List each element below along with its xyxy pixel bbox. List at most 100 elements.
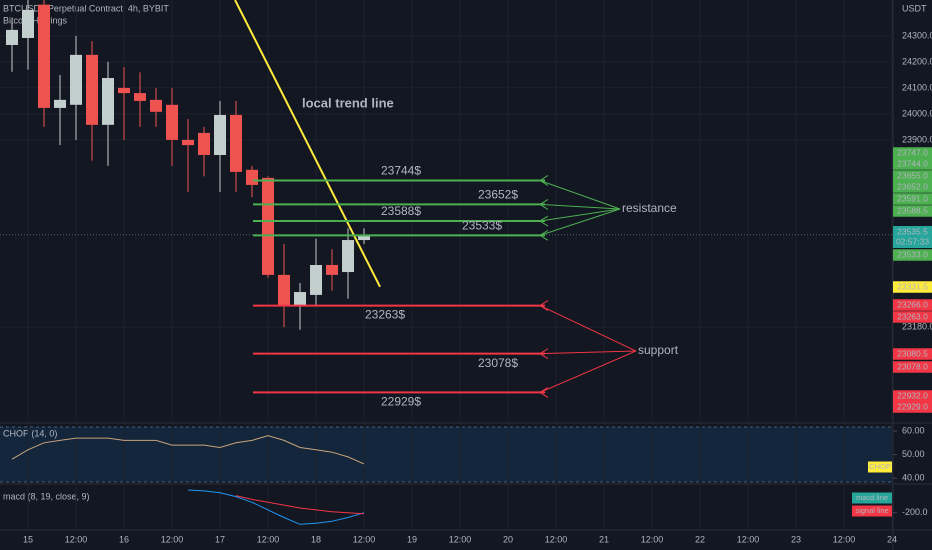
x-tick-label: 18 bbox=[311, 534, 321, 544]
price-tag bbox=[893, 299, 932, 311]
series-tag bbox=[868, 461, 892, 473]
candle-body bbox=[166, 104, 179, 140]
candle-body bbox=[198, 132, 211, 155]
x-tick-label: 12:00 bbox=[449, 534, 472, 544]
candle-body bbox=[326, 265, 339, 275]
x-tick-label: 12:00 bbox=[353, 534, 376, 544]
level-label: 23078$ bbox=[478, 356, 518, 370]
x-tick-label: 12:00 bbox=[161, 534, 184, 544]
candle-body bbox=[134, 93, 147, 101]
zone-connector bbox=[539, 180, 621, 210]
zone-connector bbox=[539, 203, 621, 210]
price-tag-label: 23652.0 bbox=[897, 181, 928, 191]
candle-body bbox=[310, 265, 323, 295]
y-axis-label: USDT bbox=[902, 3, 927, 13]
price-tag-label: 23744.0 bbox=[897, 158, 928, 168]
level-label: 23652$ bbox=[478, 188, 518, 202]
candle-body bbox=[150, 99, 163, 112]
x-tick-label: 19 bbox=[407, 534, 417, 544]
zone-connector bbox=[539, 305, 637, 352]
price-tag-label: 22929.0 bbox=[897, 401, 928, 411]
level-label: 23744$ bbox=[381, 164, 421, 178]
candle-body bbox=[342, 240, 355, 273]
x-tick-label: 12:00 bbox=[257, 534, 280, 544]
x-tick-label: 15 bbox=[23, 534, 33, 544]
candle-body bbox=[294, 292, 307, 306]
price-tag-label: 23263.0 bbox=[897, 311, 928, 321]
y-tick-label: -200.0 bbox=[902, 507, 928, 517]
zone-connector bbox=[539, 208, 621, 236]
price-tag bbox=[893, 311, 932, 323]
price-tag bbox=[893, 205, 932, 217]
price-tag-countdown: 02:57:33 bbox=[896, 236, 929, 246]
price-tag-label: 23078.0 bbox=[897, 361, 928, 371]
subtitle: Bitcoin Halvings bbox=[3, 15, 68, 25]
candle-body bbox=[54, 99, 67, 108]
candle-body bbox=[86, 54, 99, 125]
price-tag bbox=[893, 361, 932, 373]
indicator-title: CHOP (14, 0) bbox=[3, 428, 57, 438]
candle-body bbox=[22, 9, 35, 38]
y-tick-label: 40.00 bbox=[902, 472, 925, 482]
y-tick-label: 50.00 bbox=[902, 449, 925, 459]
level-label: 23263$ bbox=[365, 308, 405, 322]
series-tag-label: macd line bbox=[856, 493, 888, 502]
x-tick-label: 12:00 bbox=[641, 534, 664, 544]
level-label: 23588$ bbox=[381, 204, 421, 218]
x-tick-label: 16 bbox=[119, 534, 129, 544]
series-tag bbox=[852, 492, 892, 504]
indicator-title: macd (8, 19, close, 9) bbox=[3, 491, 90, 501]
x-tick-label: 21 bbox=[599, 534, 609, 544]
x-tick-label: 23 bbox=[791, 534, 801, 544]
price-tag bbox=[893, 170, 932, 182]
price-tag bbox=[893, 281, 932, 293]
series-tag-label: signal line bbox=[855, 506, 888, 515]
indicator-line bbox=[11, 435, 365, 465]
y-tick-label: 23900.0 bbox=[902, 134, 932, 144]
level-label: 22929$ bbox=[381, 395, 421, 409]
candle-body bbox=[70, 54, 83, 105]
candle-body bbox=[246, 169, 259, 185]
price-tag bbox=[893, 401, 932, 413]
y-tick-label: 24100.0 bbox=[902, 82, 932, 92]
candle-body bbox=[358, 234, 371, 241]
price-tag bbox=[893, 348, 932, 360]
candle-body bbox=[182, 139, 195, 146]
price-tag bbox=[893, 193, 932, 205]
y-tick-label: 23180.0 bbox=[902, 322, 932, 332]
x-tick-label: 20 bbox=[503, 534, 513, 544]
zone-connector bbox=[539, 350, 637, 393]
price-tag bbox=[893, 390, 932, 402]
x-tick-label: 12:00 bbox=[545, 534, 568, 544]
price-tag-label: 23588.5 bbox=[897, 205, 928, 215]
indicator-line bbox=[187, 489, 365, 525]
price-tag-label: 23533.0 bbox=[897, 249, 928, 259]
trend-line bbox=[234, 0, 381, 288]
series-tag-label: CHOP bbox=[869, 462, 891, 471]
price-tag-label: 23655.0 bbox=[897, 170, 928, 180]
price-tag-label: 23535.5 bbox=[897, 226, 928, 236]
price-tag bbox=[893, 226, 932, 248]
y-tick-label: 24300.0 bbox=[902, 30, 932, 40]
indicator-line bbox=[235, 495, 365, 515]
price-tag-label: 23266.0 bbox=[897, 299, 928, 309]
series-tag bbox=[852, 505, 892, 517]
candle-body bbox=[118, 87, 131, 94]
price-tag bbox=[893, 181, 932, 193]
price-tag-label: 23747.0 bbox=[897, 147, 928, 157]
price-tag bbox=[893, 249, 932, 261]
x-tick-label: 24 bbox=[887, 534, 897, 544]
price-tag-label: 23080.5 bbox=[897, 348, 928, 358]
x-tick-label: 12:00 bbox=[833, 534, 856, 544]
chop-band bbox=[0, 427, 893, 482]
candle-body bbox=[230, 114, 243, 172]
price-tag-label: 22932.0 bbox=[897, 390, 928, 400]
zone-connector bbox=[539, 208, 621, 222]
trend-line-label: local trend line bbox=[302, 95, 394, 110]
price-tag bbox=[893, 158, 932, 170]
price-tag-label: 23331.5 bbox=[897, 281, 928, 291]
x-tick-label: 17 bbox=[215, 534, 225, 544]
price-tag-label: 23591.0 bbox=[897, 193, 928, 203]
